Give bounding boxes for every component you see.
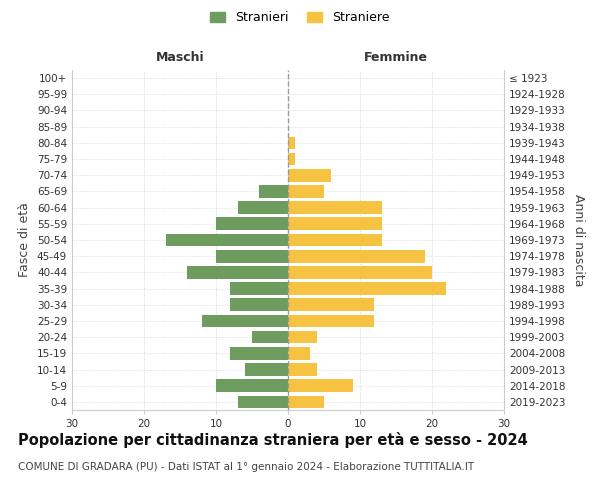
Bar [245, 363, 288, 376]
Bar [288, 347, 310, 360]
Bar [288, 363, 317, 376]
Bar [288, 152, 295, 166]
Bar [288, 396, 324, 408]
Bar [288, 331, 317, 344]
Bar [288, 136, 295, 149]
Bar [288, 218, 382, 230]
Bar [288, 266, 432, 278]
Bar [288, 234, 382, 246]
Bar [216, 380, 288, 392]
Bar [288, 314, 374, 328]
Bar [288, 250, 425, 262]
Bar [288, 380, 353, 392]
Bar [202, 314, 288, 328]
Bar [230, 347, 288, 360]
Bar [288, 169, 331, 181]
Bar [288, 202, 382, 214]
Text: Maschi: Maschi [155, 50, 205, 64]
Y-axis label: Anni di nascita: Anni di nascita [572, 194, 585, 286]
Bar [238, 396, 288, 408]
Bar [230, 298, 288, 311]
Text: Popolazione per cittadinanza straniera per età e sesso - 2024: Popolazione per cittadinanza straniera p… [18, 432, 528, 448]
Bar [238, 202, 288, 214]
Bar [252, 331, 288, 344]
Bar [230, 282, 288, 295]
Bar [216, 250, 288, 262]
Y-axis label: Fasce di età: Fasce di età [19, 202, 31, 278]
Bar [288, 282, 446, 295]
Bar [187, 266, 288, 278]
Text: COMUNE DI GRADARA (PU) - Dati ISTAT al 1° gennaio 2024 - Elaborazione TUTTITALIA: COMUNE DI GRADARA (PU) - Dati ISTAT al 1… [18, 462, 474, 472]
Bar [216, 218, 288, 230]
Bar [166, 234, 288, 246]
Bar [288, 185, 324, 198]
Bar [288, 298, 374, 311]
Bar [259, 185, 288, 198]
Legend: Stranieri, Straniere: Stranieri, Straniere [210, 11, 390, 24]
Text: Femmine: Femmine [364, 50, 428, 64]
